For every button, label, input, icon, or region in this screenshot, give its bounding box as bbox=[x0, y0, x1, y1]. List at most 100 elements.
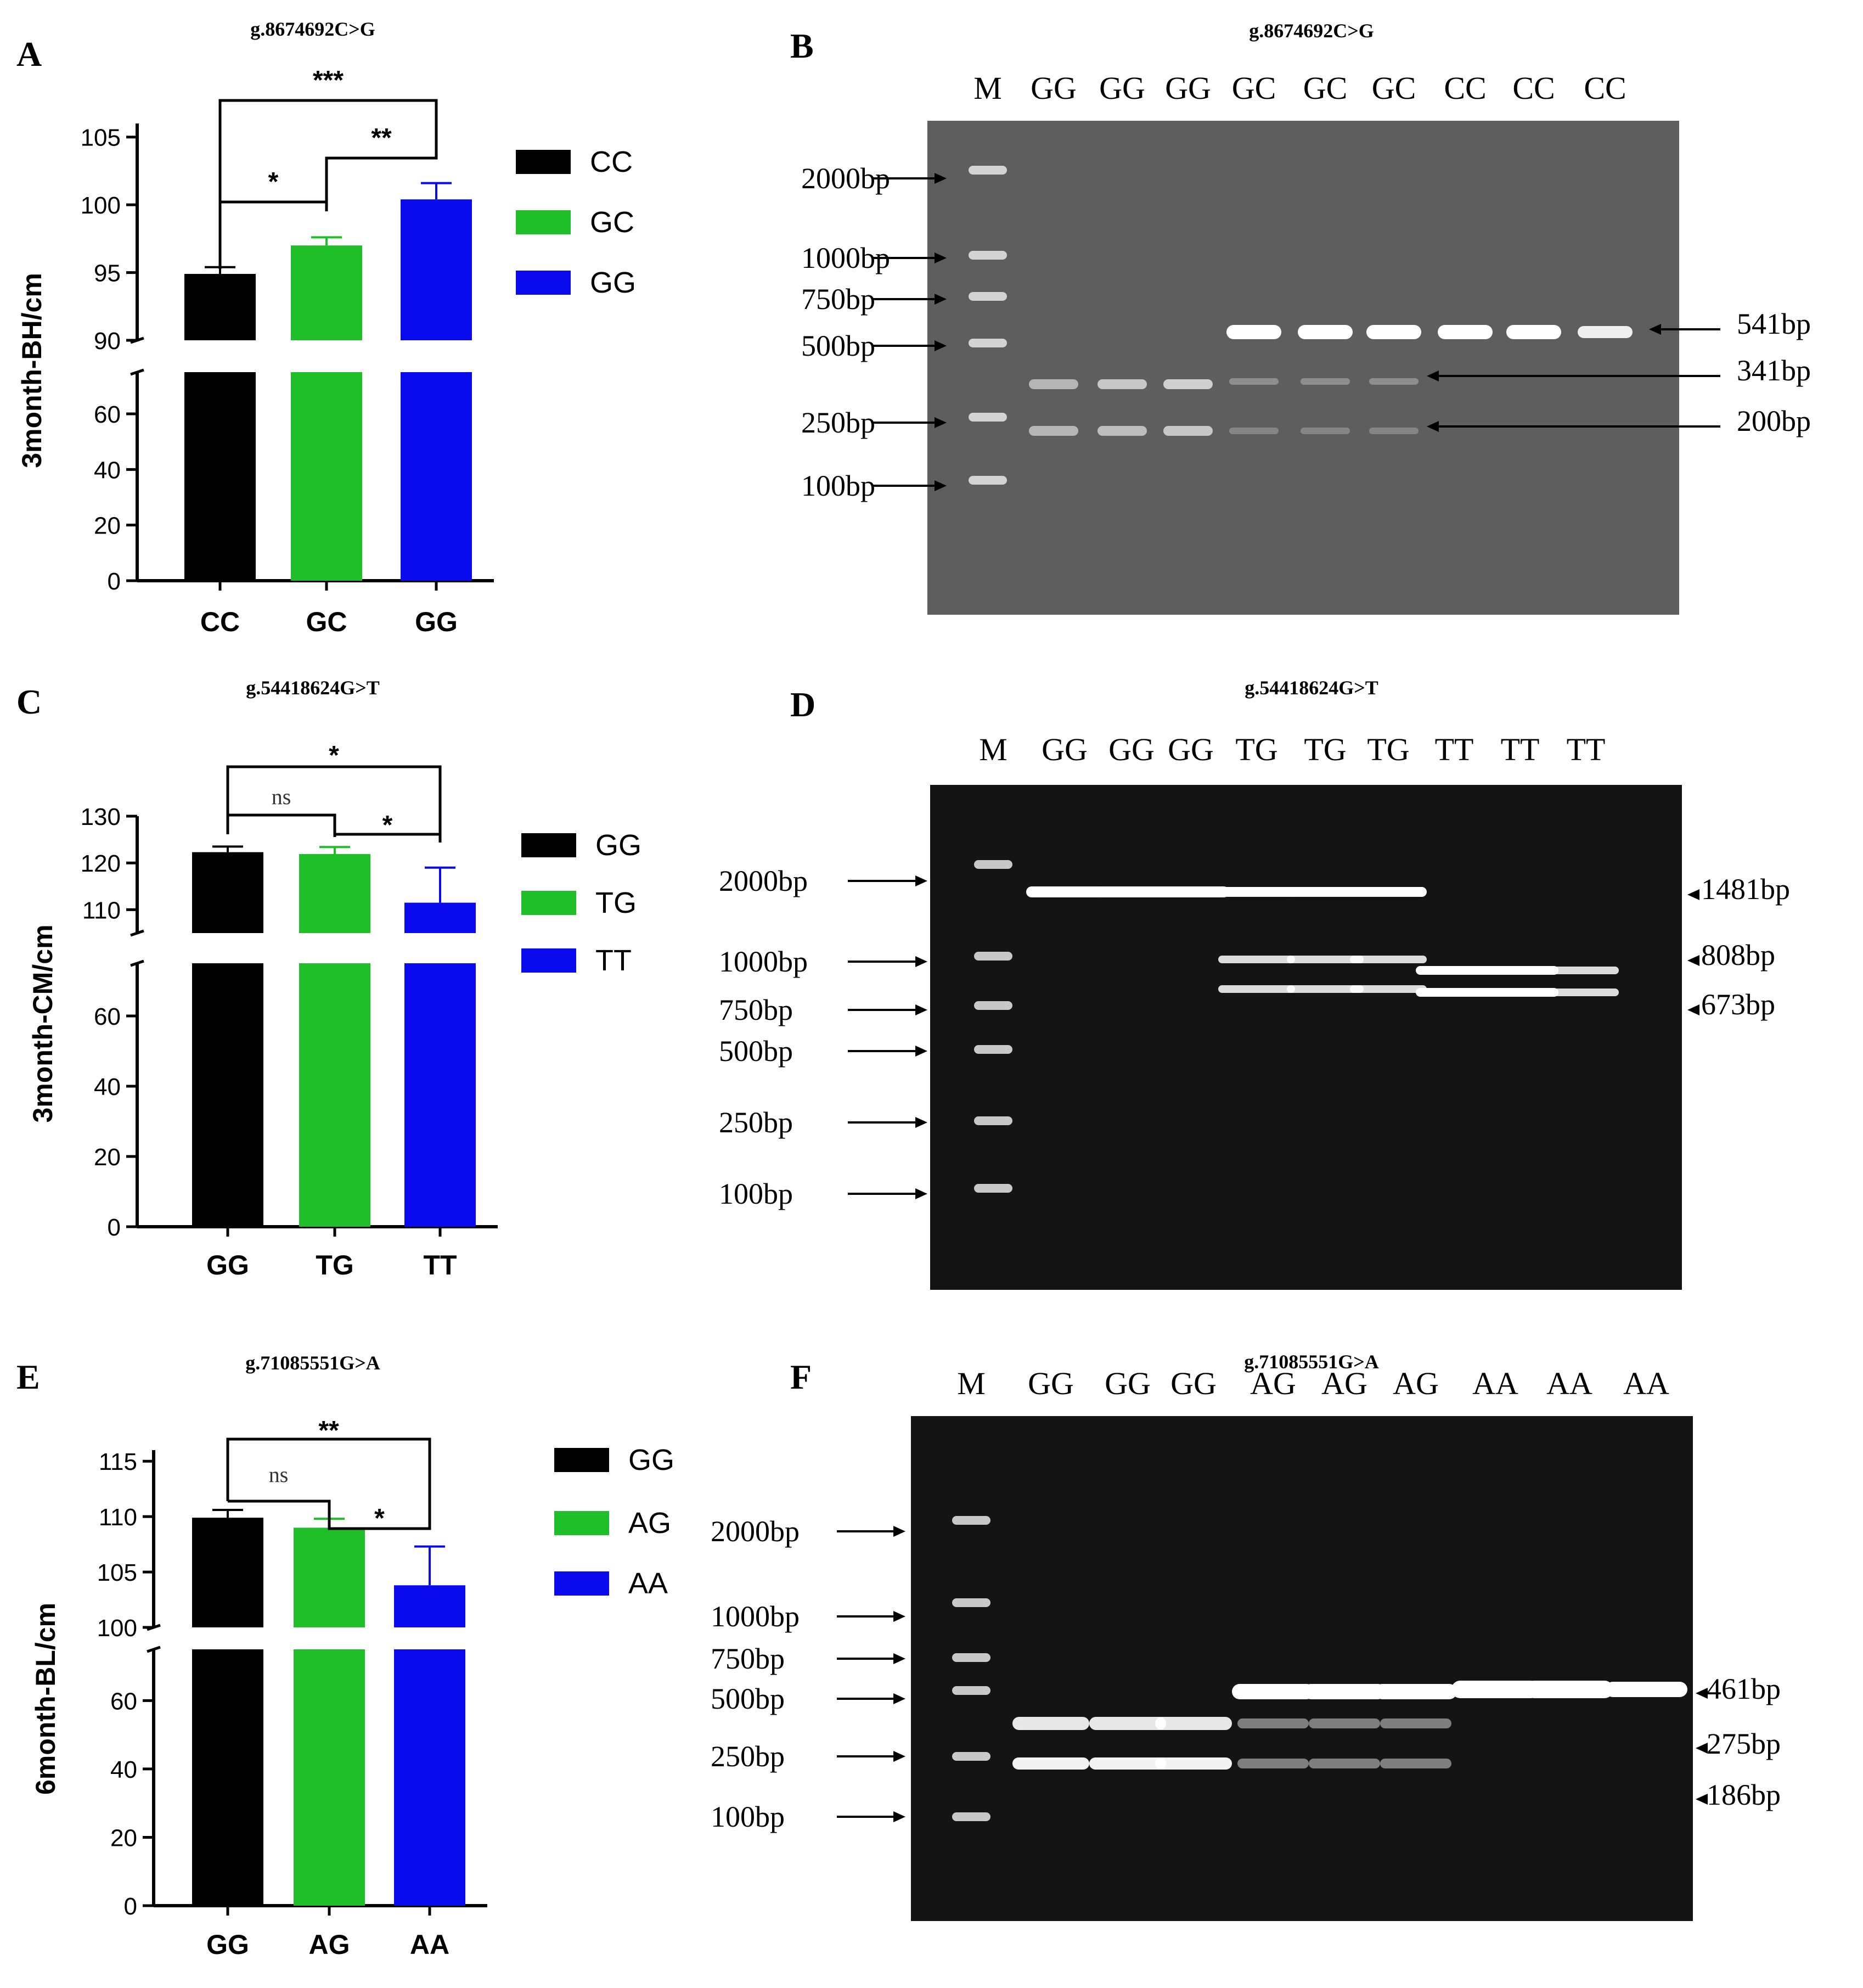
dna-band bbox=[1029, 379, 1078, 389]
significance-bracket bbox=[325, 130, 438, 211]
legend-label: GC bbox=[590, 206, 634, 239]
dna-band bbox=[1155, 1717, 1232, 1730]
lane-label: GG bbox=[1042, 732, 1088, 767]
dna-band bbox=[1097, 379, 1147, 389]
dna-band bbox=[1298, 325, 1353, 339]
lane-label: M bbox=[979, 732, 1008, 767]
bar-lower-aa bbox=[394, 1649, 465, 1906]
dna-band bbox=[1416, 988, 1493, 997]
significance-label: * bbox=[374, 1504, 385, 1533]
y-tick-label: 40 bbox=[110, 1756, 137, 1783]
dna-band bbox=[1303, 1684, 1386, 1699]
ladder-band bbox=[969, 251, 1007, 260]
dna-band bbox=[1416, 966, 1493, 975]
x-tick-label: GG bbox=[415, 606, 458, 637]
lane-label: GC bbox=[1232, 70, 1276, 106]
y-tick-label: 40 bbox=[94, 1074, 121, 1100]
marker-label: 750bp bbox=[711, 1642, 785, 1675]
lane-label: CC bbox=[1444, 70, 1486, 106]
legend-swatch bbox=[516, 210, 571, 234]
band-arrowhead bbox=[1696, 1743, 1708, 1754]
marker-label: 2000bp bbox=[711, 1515, 800, 1548]
lane-label: AA bbox=[1472, 1366, 1518, 1401]
bar-upper-gc bbox=[291, 245, 362, 340]
significance-label: ** bbox=[318, 1416, 339, 1445]
marker-label: 750bp bbox=[801, 283, 875, 316]
lane-label: GG bbox=[1105, 1366, 1151, 1401]
band-arrowhead bbox=[1687, 1004, 1699, 1015]
x-tick-label: TG bbox=[316, 1250, 353, 1281]
y-tick-label: 130 bbox=[81, 804, 121, 830]
marker-arrowhead bbox=[935, 417, 947, 428]
dna-band bbox=[1451, 1681, 1539, 1698]
y-tick-label: 0 bbox=[108, 568, 121, 595]
ladder-band bbox=[952, 1653, 990, 1662]
bar-upper-gg bbox=[401, 199, 472, 340]
dna-band bbox=[1553, 967, 1619, 974]
legend-swatch bbox=[521, 948, 576, 973]
lane-label: GG bbox=[1028, 1366, 1074, 1401]
bar-upper-tg bbox=[299, 854, 370, 933]
significance-bracket bbox=[226, 1437, 431, 1501]
bar-upper-cc bbox=[184, 274, 256, 340]
dna-band bbox=[1287, 956, 1364, 963]
legend-swatch bbox=[516, 271, 571, 295]
dna-band bbox=[1097, 426, 1147, 436]
dna-band bbox=[1026, 886, 1103, 897]
y-tick-label: 120 bbox=[81, 850, 121, 877]
dna-band bbox=[1229, 428, 1279, 434]
dna-band bbox=[1287, 887, 1364, 897]
y-axis-label: 3month-BH/cm bbox=[16, 273, 47, 468]
ladder-band bbox=[974, 1184, 1012, 1193]
panel-title: g.8674692C>G bbox=[1249, 20, 1374, 42]
dna-band bbox=[1232, 1684, 1314, 1699]
y-tick-label: 0 bbox=[124, 1893, 137, 1920]
significance-label: *** bbox=[313, 66, 344, 95]
y-tick-label: 60 bbox=[94, 1003, 121, 1030]
dna-band bbox=[1237, 1759, 1309, 1768]
band-arrowhead bbox=[1696, 1688, 1708, 1699]
y-tick-label: 20 bbox=[94, 1144, 121, 1171]
y-tick-label: 115 bbox=[99, 1448, 137, 1475]
y-tick-label: 20 bbox=[94, 513, 121, 540]
dna-band bbox=[1350, 956, 1427, 963]
y-tick-label: 110 bbox=[82, 897, 121, 924]
band-size-label: 461bp bbox=[1707, 1672, 1781, 1705]
dna-band bbox=[1309, 1719, 1380, 1728]
significance-bracket bbox=[333, 833, 442, 843]
marker-label: 100bp bbox=[801, 469, 875, 502]
panel-title: g.71085551G>A bbox=[245, 1352, 380, 1374]
lane-label: GG bbox=[1099, 70, 1145, 106]
dna-band bbox=[1089, 1757, 1166, 1770]
y-tick-label: 90 bbox=[94, 328, 121, 355]
marker-label: 500bp bbox=[719, 1035, 793, 1068]
panel-title: g.54418624G>T bbox=[1245, 677, 1378, 699]
dna-band bbox=[1218, 887, 1295, 897]
lane-label: TG bbox=[1367, 732, 1409, 767]
lane-label: AG bbox=[1250, 1366, 1296, 1401]
panel-title: g.54418624G>T bbox=[246, 677, 380, 699]
marker-arrowhead bbox=[935, 173, 947, 184]
bar-lower-gg bbox=[192, 1649, 263, 1906]
bar-upper-aa bbox=[394, 1585, 465, 1627]
y-tick-label: 40 bbox=[94, 457, 121, 484]
band-size-label: 673bp bbox=[1701, 988, 1775, 1021]
y-tick-label: 20 bbox=[110, 1824, 137, 1851]
bar-lower-ag bbox=[294, 1649, 365, 1906]
dna-band bbox=[1369, 378, 1419, 385]
band-size-label: 186bp bbox=[1707, 1778, 1781, 1811]
legend-label: GG bbox=[590, 266, 636, 299]
x-tick-label: AG bbox=[309, 1929, 350, 1960]
band-arrowhead bbox=[1687, 955, 1699, 966]
dna-band bbox=[1506, 325, 1561, 339]
marker-label: 250bp bbox=[801, 406, 875, 439]
band-arrowhead bbox=[1696, 1794, 1708, 1805]
significance-label: ** bbox=[371, 123, 392, 153]
marker-arrowhead bbox=[915, 1117, 927, 1128]
lane-label: AA bbox=[1623, 1366, 1669, 1401]
y-tick-label: 105 bbox=[97, 1559, 137, 1586]
